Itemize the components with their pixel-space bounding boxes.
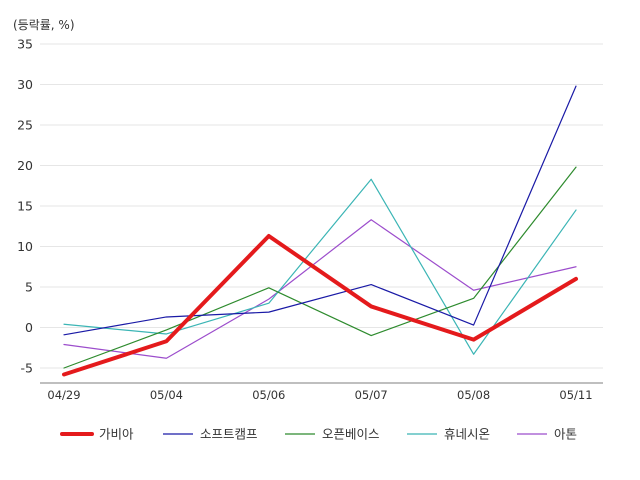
series-line-2 [63,85,577,336]
y-tick-label: 15 [17,199,33,214]
x-tick-label: 05/04 [150,388,183,402]
y-tick-label: -5 [21,361,33,376]
x-tick-label: 05/07 [355,388,388,402]
x-tick-label: 05/11 [559,388,592,402]
y-tick-label: 35 [17,37,33,52]
series-line-1 [62,233,578,377]
y-tick-label: 10 [17,239,33,254]
y-tick-label: 5 [25,280,33,295]
y-tick-label: 0 [25,320,33,335]
legend-label-4: 휴네시온 [444,427,490,442]
y-tick-label: 20 [17,158,33,173]
x-tick-label: 05/06 [252,388,285,402]
y-tick-label: 30 [17,77,33,92]
y-tick-label: 25 [17,118,33,133]
legend-label-3: 오픈베이스 [322,427,380,442]
series-line-3 [63,166,577,369]
legend-label-1: 가비아 [99,427,134,442]
legend-label-5: 아톤 [554,427,577,442]
legend-label-2: 소프트캠프 [200,427,258,442]
x-tick-label: 05/08 [457,388,490,402]
unit-label: (등락률, %) [13,18,75,32]
x-tick-label: 04/29 [47,388,80,402]
